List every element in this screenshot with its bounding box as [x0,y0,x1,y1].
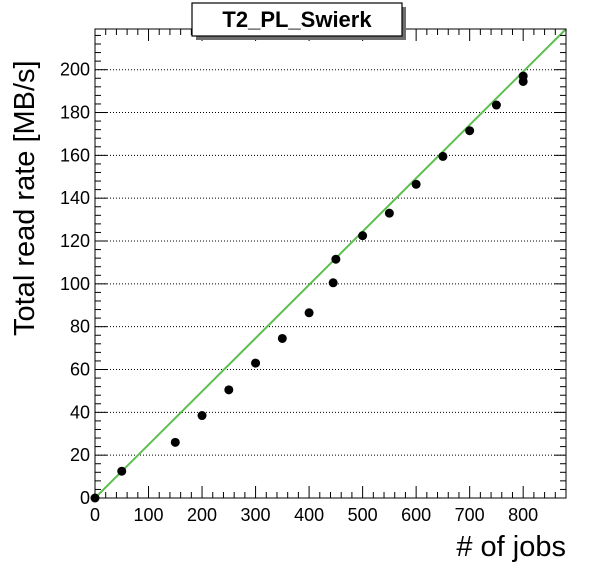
fit-line-layer [94,28,567,499]
x-tick-label: 0 [90,505,100,525]
data-point [358,231,368,241]
y-tick-label: 120 [60,231,90,251]
chart-title: T2_PL_Swierk [222,7,372,32]
tick-labels: 0 100 200 300 400 500 600 700 800 0 20 40 60 80 100 120… [60,60,538,525]
x-tick-label: 600 [401,505,431,525]
data-point [518,71,528,81]
data-point [304,308,314,318]
data-point [197,411,207,421]
y-axis-title: Total read rate [MB/s] [9,60,41,336]
data-point [491,100,501,110]
x-tick-label: 400 [294,505,324,525]
x-tick-label: 800 [508,505,538,525]
y-tick-label: 160 [60,145,90,165]
data-point [438,151,448,161]
data-point [411,179,421,189]
x-tick-label: 500 [348,505,378,525]
data-point [170,437,180,447]
data-point [328,278,338,288]
y-tick-label: 20 [70,445,90,465]
y-tick-label: 200 [60,60,90,80]
data-point [251,358,261,368]
axes [94,28,567,499]
y-tick-label: 140 [60,188,90,208]
y-tick-label: 180 [60,103,90,123]
title-box: T2_PL_Swierk [191,2,406,40]
data-points [90,71,528,503]
y-tick-label: 100 [60,274,90,294]
grid [95,69,566,456]
fit-line [94,28,567,499]
y-tick-label: 40 [70,402,90,422]
x-tick-label: 100 [133,505,163,525]
data-point [277,333,287,343]
data-point [117,466,127,476]
data-point [224,385,234,395]
data-point [465,126,475,136]
x-tick-label: 200 [187,505,217,525]
data-point [384,208,394,218]
y-tick-label: 0 [80,488,90,508]
x-axis-title: # of jobs [456,531,566,563]
data-point [331,254,341,264]
x-tick-label: 300 [241,505,271,525]
y-tick-label: 60 [70,360,90,380]
x-tick-label: 700 [455,505,485,525]
y-tick-label: 80 [70,317,90,337]
